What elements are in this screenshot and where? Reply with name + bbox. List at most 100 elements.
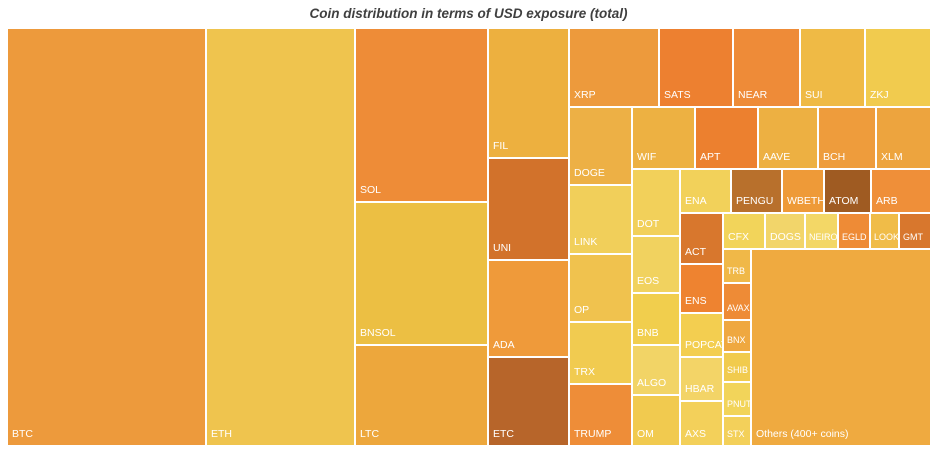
- tile-doge: DOGE: [569, 107, 632, 185]
- tile-label: ADA: [493, 339, 515, 351]
- tile-label: CFX: [728, 231, 749, 243]
- tile-wbeth: WBETH: [782, 169, 824, 213]
- tile-label: OP: [574, 304, 590, 316]
- tile-label: WIF: [637, 151, 657, 163]
- tile-label: XLM: [881, 151, 903, 163]
- tile-dot: DOT: [632, 169, 680, 236]
- tile-label: BNX: [727, 335, 746, 345]
- tile-om: OM: [632, 395, 680, 446]
- tile-ada: ADA: [488, 260, 569, 357]
- tile-label: BNSOL: [360, 327, 396, 339]
- tile-algo: ALGO: [632, 345, 680, 395]
- tile-label: SUI: [805, 89, 823, 101]
- tile-looks: LOOKS: [870, 213, 899, 249]
- tile-bnsol: BNSOL: [355, 202, 488, 345]
- tile-pnut: PNUT: [723, 382, 751, 416]
- tile-bnb: BNB: [632, 293, 680, 345]
- tile-fil: FIL: [488, 28, 569, 158]
- tile-xrp: XRP: [569, 28, 659, 107]
- tile-label: UNI: [493, 242, 512, 254]
- tile-popcat: POPCAT: [680, 313, 723, 357]
- tile-label: WBETH: [787, 195, 824, 207]
- tile-stx: STX: [723, 416, 751, 446]
- tile-trb: TRB: [723, 249, 751, 283]
- tile-label: DOT: [637, 218, 660, 230]
- treemap: BTC ETH SOL BNSOL LTC FIL UNI ADA ETC XRP SATS NEAR…: [7, 28, 931, 446]
- tile-trump: TRUMP: [569, 384, 632, 446]
- tile-label: ETC: [493, 428, 514, 440]
- tile-shib: SHIB: [723, 352, 751, 382]
- tile-op: OP: [569, 254, 632, 322]
- tile-avax: AVAX: [723, 283, 751, 320]
- tile-uni: UNI: [488, 158, 569, 260]
- tile-wif: WIF: [632, 107, 695, 169]
- tile-atom: ATOM: [824, 169, 871, 213]
- tile-xlm: XLM: [876, 107, 931, 169]
- tile-label: SHIB: [727, 365, 749, 375]
- tile-sui: SUI: [800, 28, 865, 107]
- tile-label: EGLD: [842, 232, 867, 242]
- tile-ens: ENS: [680, 264, 723, 313]
- tile-label: PENGU: [736, 195, 774, 207]
- tile-others-400-coins: Others (400+ coins): [751, 249, 931, 446]
- tile-label: TRX: [574, 366, 595, 378]
- chart-title: Coin distribution in terms of USD exposu…: [309, 6, 628, 21]
- tile-arb: ARB: [871, 169, 931, 213]
- tile-gmt: GMT: [899, 213, 931, 249]
- tile-act: ACT: [680, 213, 723, 264]
- tile-egld: EGLD: [838, 213, 870, 249]
- tile-label: ALGO: [637, 377, 667, 389]
- tile-axs: AXS: [680, 401, 723, 446]
- tile-bnx: BNX: [723, 320, 751, 352]
- tile-label: ZKJ: [870, 89, 889, 101]
- tile-label: BCH: [823, 151, 846, 163]
- tile-neiro: NEIRO: [805, 213, 838, 249]
- tile-label: Others (400+ coins): [756, 428, 849, 440]
- tile-label: NEIRO: [809, 232, 838, 242]
- tile-label: APT: [700, 151, 721, 163]
- tile-label: DOGS: [770, 231, 801, 243]
- tile-label: LTC: [360, 428, 380, 440]
- tile-dogs: DOGS: [765, 213, 805, 249]
- tile-trx: TRX: [569, 322, 632, 384]
- tile-label: LOOKS: [874, 232, 899, 242]
- tile-ltc: LTC: [355, 345, 488, 446]
- tile-label: ACT: [685, 246, 706, 258]
- tile-label: FIL: [493, 140, 509, 152]
- tile-ena: ENA: [680, 169, 731, 213]
- tile-aave: AAVE: [758, 107, 818, 169]
- tile-label: AAVE: [763, 151, 791, 163]
- tile-label: AVAX: [727, 303, 750, 313]
- tile-btc: BTC: [7, 28, 206, 446]
- tile-label: ETH: [211, 428, 232, 440]
- tile-label: SATS: [664, 89, 691, 101]
- tile-label: DOGE: [574, 167, 605, 179]
- tile-eth: ETH: [206, 28, 355, 446]
- tile-apt: APT: [695, 107, 758, 169]
- tile-label: ENA: [685, 195, 707, 207]
- tile-label: ATOM: [829, 195, 859, 207]
- tile-zkj: ZKJ: [865, 28, 931, 107]
- tile-label: OM: [637, 428, 654, 440]
- tile-label: ENS: [685, 295, 707, 307]
- tile-label: GMT: [903, 232, 923, 242]
- tile-label: BNB: [637, 327, 659, 339]
- tile-label: SOL: [360, 184, 382, 196]
- tile-label: HBAR: [685, 383, 715, 395]
- tile-label: POPCAT: [685, 339, 722, 351]
- tile-label: NEAR: [738, 89, 768, 101]
- tile-label: PNUT: [727, 399, 751, 409]
- tile-label: EOS: [637, 275, 660, 287]
- tile-label: TRB: [727, 266, 745, 276]
- tile-label: LINK: [574, 236, 598, 248]
- tile-label: BTC: [12, 428, 33, 440]
- tile-link: LINK: [569, 185, 632, 254]
- tile-label: AXS: [685, 428, 707, 440]
- tile-sats: SATS: [659, 28, 733, 107]
- tile-hbar: HBAR: [680, 357, 723, 401]
- tile-bch: BCH: [818, 107, 876, 169]
- tile-near: NEAR: [733, 28, 800, 107]
- tile-label: STX: [727, 429, 745, 439]
- tile-etc: ETC: [488, 357, 569, 446]
- tile-label: XRP: [574, 89, 596, 101]
